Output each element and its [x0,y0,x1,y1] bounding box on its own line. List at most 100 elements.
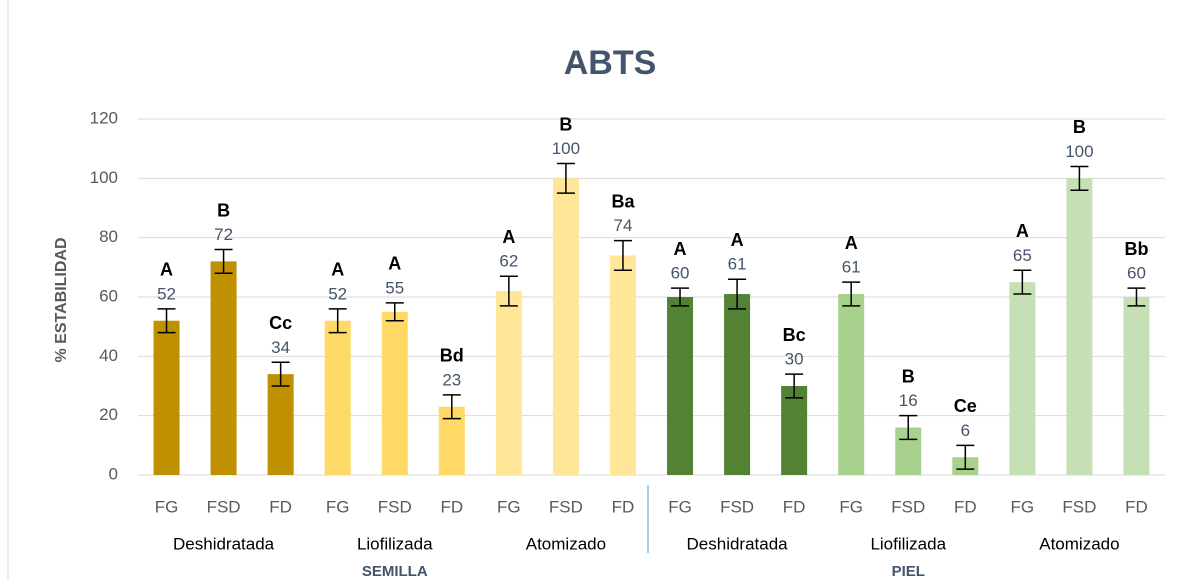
x-tick-label: FG [155,497,179,516]
letter-label: B [559,114,572,134]
chart-title: ABTS [564,44,657,82]
data-label: 60 [671,264,690,283]
error-bar [1070,165,1089,191]
x-tick-label: FD [783,497,806,516]
data-label: 62 [499,252,518,271]
bar [724,294,751,475]
error-bar [328,308,347,334]
bar [153,320,180,475]
data-label: 52 [157,284,176,303]
y-tick-label: 80 [99,227,118,246]
x-tick-label: FD [954,497,977,516]
bar [552,178,579,476]
error-bar [728,278,747,310]
y-tick-label: 100 [90,168,118,187]
x-tick-label: FSD [378,497,412,516]
data-label: 100 [1065,142,1093,161]
error-bar [956,444,975,470]
letter-label: Cc [269,313,292,333]
bar [267,374,294,475]
x-tick-label: FD [1125,497,1148,516]
error-bar [785,373,804,399]
error-bar [1127,287,1146,307]
error-bar [556,162,575,194]
x-tick-label: FSD [720,497,754,516]
x-tick-label: FD [440,497,463,516]
y-tick-label: 120 [90,108,118,127]
bar [781,386,808,475]
x-tick-label: FG [1011,497,1035,516]
bar [667,297,694,475]
x-tick-label: FG [497,497,521,516]
data-label: 100 [552,139,580,158]
y-tick-label: 20 [99,405,118,424]
x-tick-label: FG [839,497,863,516]
error-bar [442,394,461,420]
group-label: Atomizado [1039,534,1119,553]
x-tick-label: FSD [549,497,583,516]
error-bar [613,239,632,272]
data-label: 55 [385,278,404,297]
error-bar [899,414,918,441]
letter-label: A [160,260,173,280]
error-bar [1013,269,1032,295]
letter-label: A [674,239,687,259]
x-tick-label: FD [612,497,635,516]
letter-label: Ce [954,396,977,416]
data-label: 23 [442,370,461,389]
data-label: 74 [614,216,633,235]
group-label: Liofilizada [870,534,946,553]
top-group-label: SEMILLA [362,563,428,580]
data-label: 61 [728,255,747,274]
y-tick-label: 60 [99,286,118,305]
letter-label: Bd [440,346,464,366]
error-bar [271,361,290,387]
data-label: 52 [328,284,347,303]
data-label: 34 [271,338,290,357]
x-tick-label: FSD [891,497,925,516]
group-label: Liofilizada [357,534,433,553]
bar [381,311,408,475]
top-group-label: PIEL [892,563,925,580]
letter-label: A [502,227,515,247]
y-axis-label: % ESTABILIDAD [53,237,70,362]
error-bar [499,275,518,307]
data-label: 60 [1127,264,1146,283]
letter-label: A [1016,221,1029,241]
bar [609,255,636,475]
error-bar [157,308,176,334]
data-label: 6 [961,421,970,440]
letter-label: Bb [1124,239,1148,259]
letter-label: Bc [783,325,806,345]
error-bar [385,302,404,322]
letter-label: A [845,233,858,253]
error-bar [671,287,690,307]
data-label: 30 [785,350,804,369]
bar [1066,178,1093,476]
data-label: 65 [1013,246,1032,265]
letter-label: Ba [611,191,635,211]
data-label: 16 [899,391,918,410]
bar [1123,297,1150,475]
y-tick-label: 0 [109,464,118,483]
letter-label: B [217,200,230,220]
letter-label: B [1073,117,1086,137]
group-label: Deshidratada [687,534,789,553]
group-label: Atomizado [526,534,606,553]
group-label: Deshidratada [173,534,275,553]
data-label: 61 [842,258,861,277]
letter-label: B [902,366,915,386]
y-tick-label: 40 [99,346,118,365]
x-tick-label: FD [269,497,292,516]
letter-label: A [331,260,344,280]
x-tick-label: FSD [1062,497,1096,516]
x-tick-label: FG [668,497,692,516]
error-bar [842,281,861,307]
letter-label: A [388,254,401,274]
bar [210,261,237,475]
bar [495,291,522,475]
error-bar [214,248,233,275]
bar [1009,282,1036,475]
letter-label: A [731,230,744,250]
